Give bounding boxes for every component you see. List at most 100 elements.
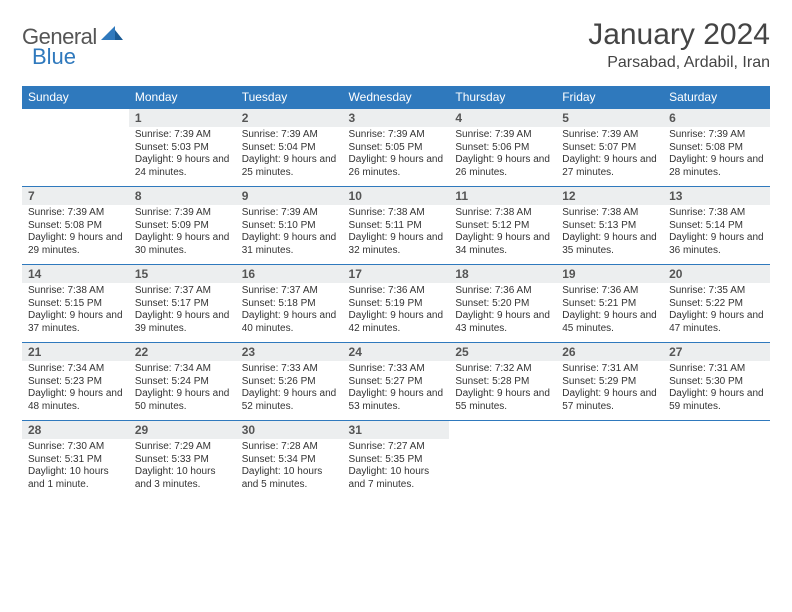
day-number: 15: [129, 265, 236, 283]
calendar-cell: 12Sunrise: 7:38 AMSunset: 5:13 PMDayligh…: [556, 187, 663, 265]
calendar-cell: 24Sunrise: 7:33 AMSunset: 5:27 PMDayligh…: [343, 343, 450, 421]
day-number: 25: [449, 343, 556, 361]
day-header: Thursday: [449, 86, 556, 109]
day-details: Sunrise: 7:31 AMSunset: 5:30 PMDaylight:…: [663, 361, 770, 417]
calendar-cell: 30Sunrise: 7:28 AMSunset: 5:34 PMDayligh…: [236, 421, 343, 499]
calendar-cell: 3Sunrise: 7:39 AMSunset: 5:05 PMDaylight…: [343, 109, 450, 187]
day-details: Sunrise: 7:38 AMSunset: 5:11 PMDaylight:…: [343, 205, 450, 261]
calendar-cell: 19Sunrise: 7:36 AMSunset: 5:21 PMDayligh…: [556, 265, 663, 343]
day-number: 12: [556, 187, 663, 205]
calendar-cell: 15Sunrise: 7:37 AMSunset: 5:17 PMDayligh…: [129, 265, 236, 343]
calendar-cell: 23Sunrise: 7:33 AMSunset: 5:26 PMDayligh…: [236, 343, 343, 421]
calendar-cell: 13Sunrise: 7:38 AMSunset: 5:14 PMDayligh…: [663, 187, 770, 265]
day-details: Sunrise: 7:34 AMSunset: 5:23 PMDaylight:…: [22, 361, 129, 417]
calendar-cell: 16Sunrise: 7:37 AMSunset: 5:18 PMDayligh…: [236, 265, 343, 343]
calendar-cell: 18Sunrise: 7:36 AMSunset: 5:20 PMDayligh…: [449, 265, 556, 343]
day-details: Sunrise: 7:36 AMSunset: 5:20 PMDaylight:…: [449, 283, 556, 339]
calendar-cell: 2Sunrise: 7:39 AMSunset: 5:04 PMDaylight…: [236, 109, 343, 187]
header: General January 2024 Parsabad, Ardabil, …: [22, 18, 770, 72]
calendar-cell: 21Sunrise: 7:34 AMSunset: 5:23 PMDayligh…: [22, 343, 129, 421]
day-header: Wednesday: [343, 86, 450, 109]
day-number: 28: [22, 421, 129, 439]
day-number: 17: [343, 265, 450, 283]
calendar-row: 7Sunrise: 7:39 AMSunset: 5:08 PMDaylight…: [22, 187, 770, 265]
day-details: Sunrise: 7:38 AMSunset: 5:12 PMDaylight:…: [449, 205, 556, 261]
calendar-cell: 20Sunrise: 7:35 AMSunset: 5:22 PMDayligh…: [663, 265, 770, 343]
day-number: 14: [22, 265, 129, 283]
calendar-cell: 5Sunrise: 7:39 AMSunset: 5:07 PMDaylight…: [556, 109, 663, 187]
day-number: 7: [22, 187, 129, 205]
calendar-cell: 6Sunrise: 7:39 AMSunset: 5:08 PMDaylight…: [663, 109, 770, 187]
day-details: Sunrise: 7:27 AMSunset: 5:35 PMDaylight:…: [343, 439, 450, 495]
title-block: January 2024 Parsabad, Ardabil, Iran: [588, 18, 770, 72]
day-header: Sunday: [22, 86, 129, 109]
day-number: 20: [663, 265, 770, 283]
day-number: 2: [236, 109, 343, 127]
day-number: 29: [129, 421, 236, 439]
calendar-cell: 27Sunrise: 7:31 AMSunset: 5:30 PMDayligh…: [663, 343, 770, 421]
day-number: 4: [449, 109, 556, 127]
day-number: 16: [236, 265, 343, 283]
day-details: Sunrise: 7:29 AMSunset: 5:33 PMDaylight:…: [129, 439, 236, 495]
day-details: Sunrise: 7:37 AMSunset: 5:18 PMDaylight:…: [236, 283, 343, 339]
calendar-row: 1Sunrise: 7:39 AMSunset: 5:03 PMDaylight…: [22, 109, 770, 187]
day-number: 9: [236, 187, 343, 205]
day-number: 21: [22, 343, 129, 361]
day-number: 26: [556, 343, 663, 361]
calendar-cell: 1Sunrise: 7:39 AMSunset: 5:03 PMDaylight…: [129, 109, 236, 187]
calendar-cell: 17Sunrise: 7:36 AMSunset: 5:19 PMDayligh…: [343, 265, 450, 343]
calendar-cell: 14Sunrise: 7:38 AMSunset: 5:15 PMDayligh…: [22, 265, 129, 343]
day-number: 6: [663, 109, 770, 127]
calendar-cell: 8Sunrise: 7:39 AMSunset: 5:09 PMDaylight…: [129, 187, 236, 265]
day-number: 19: [556, 265, 663, 283]
calendar-cell: [663, 421, 770, 499]
calendar-cell: [556, 421, 663, 499]
calendar-cell: 31Sunrise: 7:27 AMSunset: 5:35 PMDayligh…: [343, 421, 450, 499]
calendar-cell: 22Sunrise: 7:34 AMSunset: 5:24 PMDayligh…: [129, 343, 236, 421]
day-header-row: Sunday Monday Tuesday Wednesday Thursday…: [22, 86, 770, 109]
logo-mark-icon: [101, 26, 123, 49]
day-details: Sunrise: 7:32 AMSunset: 5:28 PMDaylight:…: [449, 361, 556, 417]
calendar-cell: 29Sunrise: 7:29 AMSunset: 5:33 PMDayligh…: [129, 421, 236, 499]
day-number: 1: [129, 109, 236, 127]
day-number: 10: [343, 187, 450, 205]
day-details: Sunrise: 7:31 AMSunset: 5:29 PMDaylight:…: [556, 361, 663, 417]
day-number: 23: [236, 343, 343, 361]
day-number: 22: [129, 343, 236, 361]
calendar-cell: [449, 421, 556, 499]
day-details: Sunrise: 7:39 AMSunset: 5:04 PMDaylight:…: [236, 127, 343, 183]
day-details: Sunrise: 7:39 AMSunset: 5:08 PMDaylight:…: [663, 127, 770, 183]
calendar-cell: 10Sunrise: 7:38 AMSunset: 5:11 PMDayligh…: [343, 187, 450, 265]
calendar-row: 28Sunrise: 7:30 AMSunset: 5:31 PMDayligh…: [22, 421, 770, 499]
location: Parsabad, Ardabil, Iran: [588, 54, 770, 72]
day-details: Sunrise: 7:28 AMSunset: 5:34 PMDaylight:…: [236, 439, 343, 495]
calendar-row: 21Sunrise: 7:34 AMSunset: 5:23 PMDayligh…: [22, 343, 770, 421]
day-number: 31: [343, 421, 450, 439]
day-details: Sunrise: 7:35 AMSunset: 5:22 PMDaylight:…: [663, 283, 770, 339]
day-details: Sunrise: 7:38 AMSunset: 5:13 PMDaylight:…: [556, 205, 663, 261]
day-details: Sunrise: 7:39 AMSunset: 5:10 PMDaylight:…: [236, 205, 343, 261]
day-number: 30: [236, 421, 343, 439]
day-details: Sunrise: 7:38 AMSunset: 5:15 PMDaylight:…: [22, 283, 129, 339]
day-details: Sunrise: 7:38 AMSunset: 5:14 PMDaylight:…: [663, 205, 770, 261]
day-number: 27: [663, 343, 770, 361]
day-details: Sunrise: 7:39 AMSunset: 5:09 PMDaylight:…: [129, 205, 236, 261]
day-number: 5: [556, 109, 663, 127]
day-details: Sunrise: 7:36 AMSunset: 5:19 PMDaylight:…: [343, 283, 450, 339]
day-details: Sunrise: 7:39 AMSunset: 5:06 PMDaylight:…: [449, 127, 556, 183]
calendar-cell: 26Sunrise: 7:31 AMSunset: 5:29 PMDayligh…: [556, 343, 663, 421]
calendar-row: 14Sunrise: 7:38 AMSunset: 5:15 PMDayligh…: [22, 265, 770, 343]
day-number: 8: [129, 187, 236, 205]
logo-text-2: Blue: [32, 44, 76, 70]
calendar-cell: 28Sunrise: 7:30 AMSunset: 5:31 PMDayligh…: [22, 421, 129, 499]
calendar-cell: 4Sunrise: 7:39 AMSunset: 5:06 PMDaylight…: [449, 109, 556, 187]
calendar-cell: 7Sunrise: 7:39 AMSunset: 5:08 PMDaylight…: [22, 187, 129, 265]
calendar-cell: [22, 109, 129, 187]
day-details: Sunrise: 7:39 AMSunset: 5:07 PMDaylight:…: [556, 127, 663, 183]
day-header: Saturday: [663, 86, 770, 109]
day-details: Sunrise: 7:30 AMSunset: 5:31 PMDaylight:…: [22, 439, 129, 495]
calendar-cell: 25Sunrise: 7:32 AMSunset: 5:28 PMDayligh…: [449, 343, 556, 421]
day-number: 11: [449, 187, 556, 205]
day-details: Sunrise: 7:37 AMSunset: 5:17 PMDaylight:…: [129, 283, 236, 339]
calendar-table: Sunday Monday Tuesday Wednesday Thursday…: [22, 86, 770, 499]
